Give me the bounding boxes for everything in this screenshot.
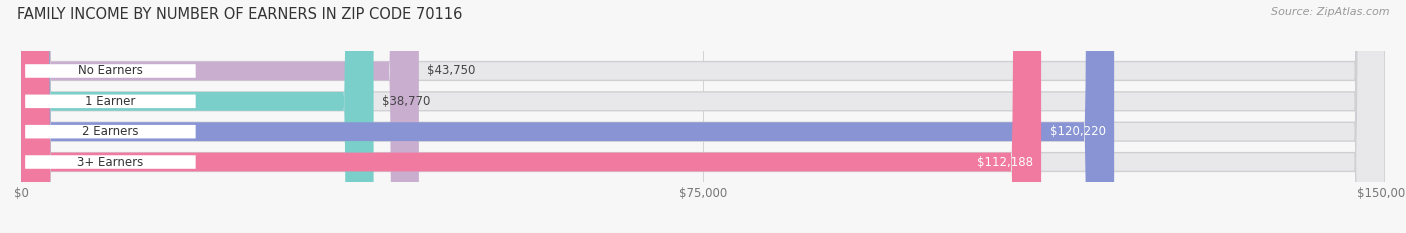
FancyBboxPatch shape — [25, 95, 195, 108]
FancyBboxPatch shape — [21, 0, 419, 233]
FancyBboxPatch shape — [25, 64, 195, 78]
Text: $43,750: $43,750 — [427, 65, 475, 78]
Text: No Earners: No Earners — [77, 65, 143, 78]
Text: $38,770: $38,770 — [382, 95, 430, 108]
FancyBboxPatch shape — [25, 155, 195, 169]
FancyBboxPatch shape — [21, 0, 1040, 233]
Text: 1 Earner: 1 Earner — [86, 95, 135, 108]
Text: 3+ Earners: 3+ Earners — [77, 155, 143, 168]
Text: $112,188: $112,188 — [977, 155, 1033, 168]
FancyBboxPatch shape — [21, 0, 1385, 233]
FancyBboxPatch shape — [21, 0, 1385, 233]
FancyBboxPatch shape — [21, 0, 1385, 233]
FancyBboxPatch shape — [25, 125, 195, 138]
FancyBboxPatch shape — [21, 0, 1385, 233]
Text: $120,220: $120,220 — [1050, 125, 1107, 138]
FancyBboxPatch shape — [21, 0, 1114, 233]
FancyBboxPatch shape — [21, 0, 374, 233]
Text: FAMILY INCOME BY NUMBER OF EARNERS IN ZIP CODE 70116: FAMILY INCOME BY NUMBER OF EARNERS IN ZI… — [17, 7, 463, 22]
Text: 2 Earners: 2 Earners — [82, 125, 139, 138]
Text: Source: ZipAtlas.com: Source: ZipAtlas.com — [1271, 7, 1389, 17]
